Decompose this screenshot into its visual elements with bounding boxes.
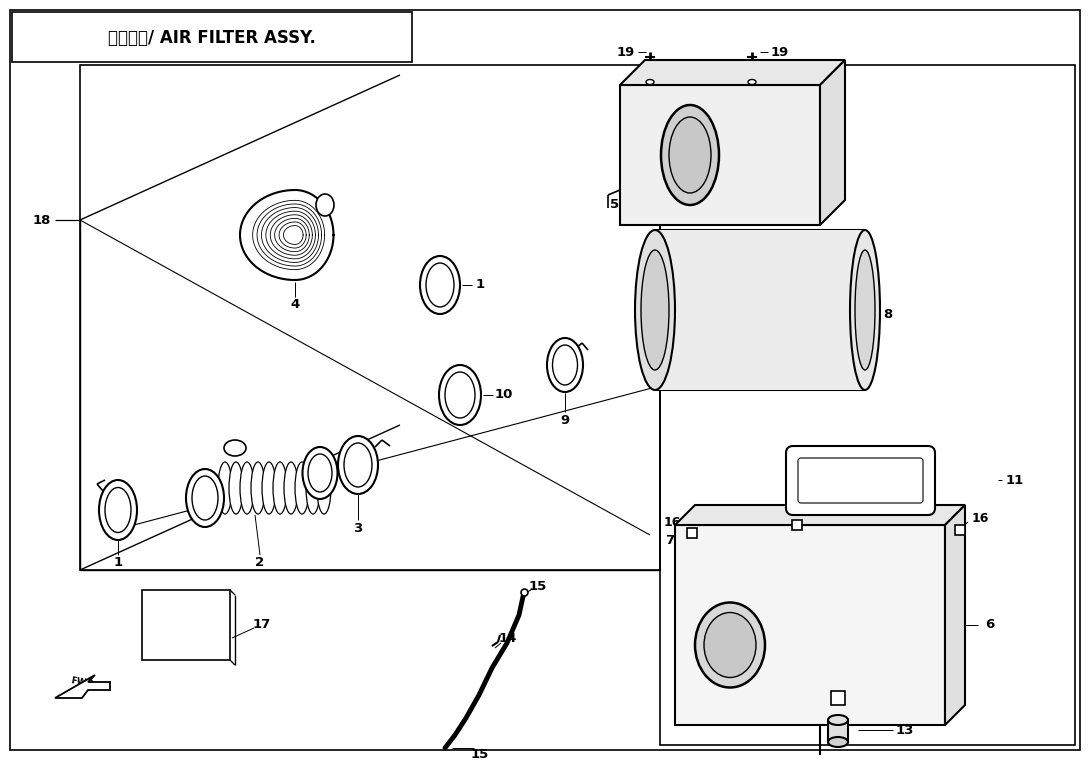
Ellipse shape (439, 365, 481, 425)
Text: 16: 16 (664, 515, 680, 528)
Polygon shape (675, 505, 965, 525)
Text: 10: 10 (495, 388, 513, 401)
Ellipse shape (225, 440, 246, 456)
Ellipse shape (344, 443, 372, 487)
Ellipse shape (445, 372, 475, 418)
Ellipse shape (316, 194, 334, 216)
Ellipse shape (669, 117, 711, 193)
Text: 19: 19 (771, 46, 789, 59)
Ellipse shape (272, 462, 287, 514)
Text: 15: 15 (529, 581, 547, 594)
Bar (831, 691, 845, 705)
Bar (80, 65, 661, 570)
Bar (661, 65, 1075, 745)
Ellipse shape (308, 454, 332, 492)
Text: 1: 1 (475, 278, 485, 292)
Polygon shape (620, 60, 845, 85)
Ellipse shape (105, 487, 131, 533)
Ellipse shape (661, 105, 719, 205)
Text: 3: 3 (353, 521, 363, 534)
Text: 5: 5 (610, 198, 619, 211)
Text: 6: 6 (985, 619, 995, 632)
Bar (828, 720, 848, 742)
FancyBboxPatch shape (798, 458, 923, 503)
Text: 1: 1 (113, 556, 122, 569)
Ellipse shape (317, 462, 331, 514)
Ellipse shape (695, 603, 765, 688)
Text: 空滤器组/ AIR FILTER ASSY.: 空滤器组/ AIR FILTER ASSY. (108, 29, 316, 47)
Text: 12: 12 (896, 689, 915, 701)
Ellipse shape (420, 256, 460, 314)
Ellipse shape (635, 230, 675, 390)
Text: 2: 2 (255, 556, 265, 569)
Text: 16: 16 (971, 512, 989, 525)
Ellipse shape (306, 462, 320, 514)
Ellipse shape (553, 345, 578, 385)
FancyBboxPatch shape (655, 230, 865, 390)
Ellipse shape (284, 462, 298, 514)
Text: 18: 18 (33, 214, 51, 226)
Text: 9: 9 (560, 413, 570, 426)
Ellipse shape (229, 462, 243, 514)
Text: 14: 14 (499, 632, 517, 644)
Ellipse shape (704, 613, 756, 677)
Polygon shape (54, 675, 110, 698)
Polygon shape (620, 85, 820, 225)
Ellipse shape (850, 230, 880, 390)
Ellipse shape (192, 476, 218, 520)
Text: 7: 7 (665, 534, 675, 546)
Ellipse shape (262, 462, 276, 514)
Polygon shape (945, 505, 965, 725)
Ellipse shape (240, 462, 254, 514)
Ellipse shape (303, 447, 338, 499)
Ellipse shape (855, 250, 875, 370)
Ellipse shape (186, 469, 225, 527)
Polygon shape (675, 525, 945, 725)
Text: 15: 15 (471, 748, 489, 760)
Ellipse shape (828, 715, 848, 725)
Ellipse shape (338, 436, 378, 494)
Ellipse shape (99, 480, 137, 540)
Ellipse shape (295, 462, 308, 514)
Ellipse shape (426, 263, 455, 307)
Text: FWD: FWD (70, 676, 95, 689)
Ellipse shape (218, 462, 232, 514)
Ellipse shape (641, 250, 669, 370)
Text: 19: 19 (617, 46, 635, 59)
FancyBboxPatch shape (786, 446, 935, 515)
Bar (142, 590, 230, 660)
Text: 11: 11 (1006, 473, 1025, 486)
Text: 7: 7 (825, 508, 835, 521)
Text: 4: 4 (290, 299, 300, 312)
Ellipse shape (547, 338, 583, 392)
Ellipse shape (828, 737, 848, 747)
Text: 16: 16 (777, 508, 795, 521)
Text: 8: 8 (883, 309, 893, 321)
Text: 17: 17 (253, 619, 271, 632)
Polygon shape (820, 60, 845, 225)
Ellipse shape (748, 80, 756, 84)
Ellipse shape (251, 462, 265, 514)
Text: 13: 13 (896, 724, 915, 736)
Bar (12, 12, 412, 62)
Ellipse shape (646, 80, 654, 84)
